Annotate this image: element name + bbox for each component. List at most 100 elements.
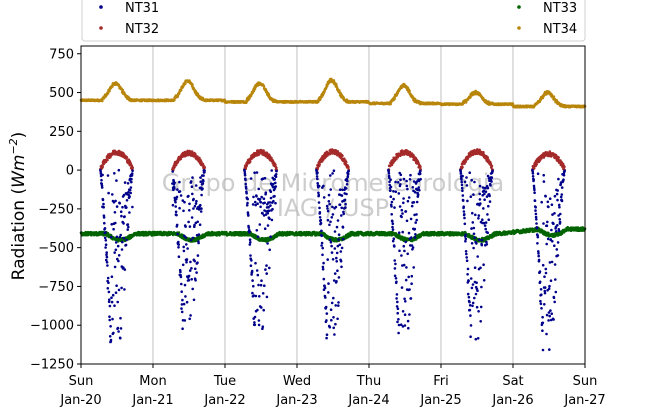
nt31-point <box>189 314 192 317</box>
nt31-point <box>339 259 343 263</box>
nt31-point <box>316 171 319 174</box>
nt31-point <box>198 206 201 210</box>
nt31-point <box>114 221 117 225</box>
nt31-point <box>123 215 126 218</box>
nt31-point <box>342 210 345 214</box>
nt32-point <box>265 151 269 155</box>
nt31-point <box>263 201 267 205</box>
nt31-point <box>104 239 108 242</box>
nt31-point <box>318 206 321 210</box>
nt31-point <box>113 251 116 254</box>
nt31-point <box>330 216 334 219</box>
nt31-point <box>326 207 329 210</box>
nt31-point <box>173 187 176 190</box>
nt31-point <box>320 229 323 233</box>
nt31-point <box>189 238 193 242</box>
nt31-point <box>126 182 130 185</box>
nt31-point <box>321 267 325 271</box>
nt31-point <box>123 288 126 291</box>
nt31-point <box>263 284 266 288</box>
nt32-point <box>486 156 490 159</box>
nt31-point <box>328 202 331 206</box>
nt31-point <box>130 180 133 184</box>
nt31-point <box>249 177 253 180</box>
nt31-point <box>194 221 198 225</box>
nt31-point <box>119 233 122 237</box>
nt31-point <box>127 225 130 229</box>
nt31-point <box>105 253 108 257</box>
nt32-point <box>419 165 422 168</box>
nt31-point <box>331 213 335 216</box>
nt31-point <box>185 258 189 261</box>
nt31-point <box>174 210 178 214</box>
nt31-point <box>177 240 180 244</box>
nt31-point <box>105 251 108 254</box>
nt31-point <box>181 298 184 302</box>
nt31-point <box>202 174 205 177</box>
nt31-point <box>258 295 261 298</box>
nt31-point <box>116 257 119 261</box>
nt31-point <box>110 275 114 279</box>
nt31-point <box>114 241 118 244</box>
nt31-point <box>105 255 109 259</box>
nt31-point <box>248 243 252 246</box>
nt31-point <box>268 266 271 270</box>
nt31-point <box>328 223 331 227</box>
nt31-point <box>265 295 269 299</box>
nt34-point <box>173 99 176 102</box>
nt31-point <box>326 258 330 261</box>
nt31-point <box>189 260 192 264</box>
nt31-point <box>115 205 119 208</box>
nt31-point <box>331 205 334 209</box>
nt31-point <box>253 321 256 324</box>
nt31-point <box>119 316 122 320</box>
nt31-point <box>197 241 200 245</box>
nt31-point <box>335 260 339 263</box>
nt31-point <box>327 200 331 203</box>
nt31-point <box>329 174 332 177</box>
nt31-point <box>336 317 339 321</box>
nt31-point <box>187 274 191 278</box>
nt31-point <box>106 276 110 280</box>
nt31-point <box>329 220 332 224</box>
nt32-point <box>131 166 134 169</box>
nt31-point <box>341 226 345 229</box>
nt31-point <box>188 269 192 272</box>
nt31-point <box>119 327 123 330</box>
nt31-point <box>331 172 334 175</box>
nt31-point <box>273 178 277 181</box>
nt31-point <box>340 214 343 217</box>
nt31-point <box>196 254 200 257</box>
nt31-point <box>249 241 252 244</box>
nt31-point <box>106 174 110 177</box>
nt31-point <box>321 253 324 257</box>
nt31-point <box>200 193 203 197</box>
nt31-point <box>254 203 257 207</box>
nt31-point <box>126 228 129 231</box>
nt31-point <box>256 308 259 312</box>
nt31-point <box>180 310 184 314</box>
nt31-point <box>183 200 186 204</box>
nt31-point <box>180 290 183 294</box>
nt31-point <box>106 264 109 267</box>
nt31-point <box>323 286 327 290</box>
nt32-point <box>172 168 175 171</box>
nt31-point <box>320 234 324 238</box>
nt31-point <box>108 318 111 322</box>
nt31-point <box>201 187 204 190</box>
nt31-point <box>199 176 202 179</box>
nt31-point <box>129 191 132 195</box>
nt31-point <box>266 224 270 227</box>
nt31-point <box>191 236 195 240</box>
nt31-point <box>108 304 112 308</box>
nt31-point <box>117 288 121 292</box>
nt31-point <box>340 265 343 269</box>
nt31-point <box>175 213 178 217</box>
nt31-point <box>266 242 269 245</box>
nt34-point <box>389 102 392 106</box>
nt31-point <box>243 170 246 173</box>
nt33-point <box>143 234 147 237</box>
nt31-point <box>252 294 256 297</box>
nt31-point <box>115 179 118 182</box>
nt34-point <box>108 89 111 93</box>
